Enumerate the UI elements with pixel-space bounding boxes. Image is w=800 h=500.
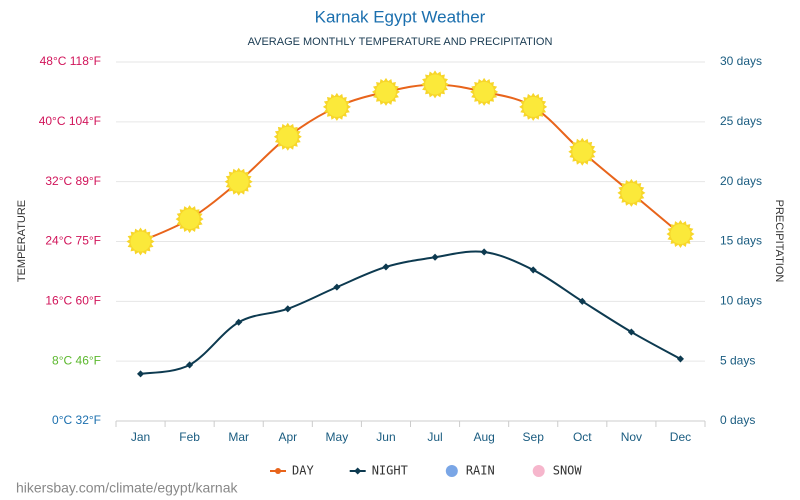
x-tick-label: Aug [473, 430, 494, 444]
x-tick-label: Apr [278, 430, 297, 444]
y-tick-label: 48°C 118°F [40, 54, 101, 68]
y2-tick-label: 15 days [720, 234, 762, 248]
x-tick-label: Jul [427, 430, 442, 444]
sun-core [572, 141, 593, 162]
sun-marker [126, 227, 155, 256]
diamond-marker [382, 263, 390, 271]
y2-tick-label: 25 days [720, 114, 762, 128]
y-tick-label: 8°C 46°F [52, 353, 101, 367]
sun-core [228, 171, 249, 192]
sun-marker [175, 205, 204, 234]
legend-dot [275, 468, 281, 474]
sun-marker [372, 77, 400, 106]
watermark: hikersbay.com/climate/egypt/karnak [16, 480, 238, 496]
x-tick-label: Feb [179, 430, 200, 444]
diamond-marker [529, 266, 537, 274]
sun-core [179, 209, 200, 230]
x-tick-label: Dec [670, 430, 691, 444]
legend-label: SNOW [553, 464, 583, 478]
legend-dot [532, 465, 545, 477]
sun-core [621, 182, 642, 203]
sun-marker [421, 70, 449, 99]
sun-marker [666, 220, 695, 248]
y-tick-label: 32°C 89°F [45, 174, 101, 188]
sun-core [523, 96, 544, 117]
y-tick-label: 40°C 104°F [39, 114, 101, 128]
sun-core [277, 126, 298, 147]
diamond-marker [284, 305, 292, 313]
diamond-marker [676, 355, 684, 363]
x-tick-label: Jan [131, 430, 150, 444]
series-line [140, 83, 682, 243]
x-tick-label: Nov [621, 430, 642, 444]
x-tick-label: Oct [573, 430, 592, 444]
y-axis-title: TEMPERATURE [16, 200, 28, 282]
y2-tick-label: 30 days [720, 54, 762, 68]
sun-marker [224, 167, 253, 196]
y2-axis-title: PRECIPITATION [773, 200, 785, 283]
diamond-marker [186, 361, 194, 369]
legend-label: RAIN [466, 464, 495, 478]
x-tick-label: Jun [376, 430, 395, 444]
y2-tick-label: 0 days [720, 413, 755, 427]
sun-core [425, 74, 446, 95]
y2-tick-label: 20 days [720, 174, 762, 188]
diamond-marker [137, 370, 145, 378]
sun-core [326, 96, 347, 117]
sun-marker [568, 137, 597, 166]
y-tick-label: 0°C 32°F [52, 413, 101, 427]
series-line [140, 250, 681, 375]
diamond-marker [235, 318, 243, 326]
sun-core [130, 231, 151, 252]
y-tick-label: 16°C 60°F [45, 294, 101, 308]
legend-dot [445, 465, 458, 477]
x-tick-label: May [326, 430, 349, 444]
diamond-marker [480, 248, 488, 256]
y-tick-label: 24°C 75°F [45, 234, 101, 248]
x-tick-label: Mar [228, 430, 249, 444]
diamond-marker [578, 297, 586, 305]
sun-marker [617, 178, 646, 207]
legend-label: DAY [292, 464, 314, 478]
diamond-marker [431, 253, 439, 261]
y2-tick-label: 5 days [720, 353, 755, 367]
legend-label: NIGHT [372, 464, 408, 478]
sun-marker [322, 92, 351, 121]
y2-tick-label: 10 days [720, 294, 762, 308]
diamond-marker [333, 283, 341, 291]
sun-core [375, 81, 396, 102]
chart-subtitle: AVERAGE MONTHLY TEMPERATURE AND PRECIPIT… [248, 36, 553, 48]
sun-core [474, 81, 495, 102]
diamond-marker [627, 328, 635, 336]
x-tick-label: Sep [523, 430, 545, 444]
chart-title: Karnak Egypt Weather [315, 7, 486, 26]
sun-core [670, 224, 691, 245]
sun-marker [273, 122, 302, 151]
legend-diamond [354, 467, 362, 475]
sun-marker [519, 92, 548, 121]
sun-marker [470, 77, 499, 106]
